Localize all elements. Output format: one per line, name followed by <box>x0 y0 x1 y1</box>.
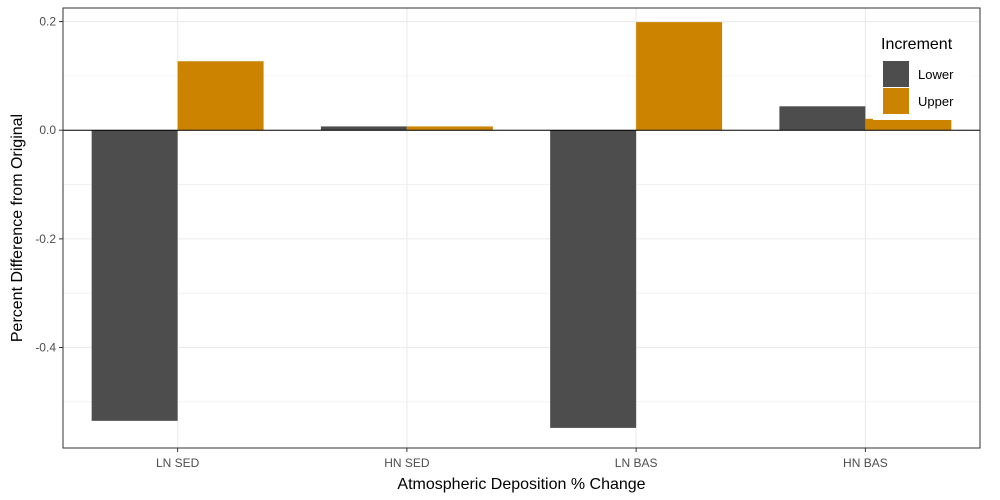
legend-key-lower <box>883 61 909 87</box>
bar-upper-hn-sed <box>406 126 493 131</box>
y-axis-ticks: 0.2 0.0 -0.2 -0.4 <box>35 15 63 355</box>
bar-upper-hn-bas <box>865 118 952 131</box>
x-tick-label: LN BAS <box>615 456 658 470</box>
bars <box>91 22 952 428</box>
y-tick-label: 0.0 <box>39 123 56 137</box>
bar-lower-ln-bas <box>550 130 637 428</box>
x-axis-ticks: LN SED HN SED LN BAS HN BAS <box>156 448 888 470</box>
y-tick-label: -0.4 <box>35 341 56 355</box>
y-tick-label: -0.2 <box>35 232 56 246</box>
legend-label-lower: Lower <box>918 67 954 82</box>
legend-key-upper <box>883 88 909 114</box>
legend: Increment Lower Upper <box>873 28 973 120</box>
bar-upper-ln-bas <box>636 22 723 131</box>
x-tick-label: HN BAS <box>843 456 888 470</box>
bar-lower-hn-sed <box>320 126 407 131</box>
bar-lower-ln-sed <box>91 130 178 421</box>
y-tick-label: 0.2 <box>39 15 56 29</box>
x-tick-label: HN SED <box>384 456 430 470</box>
y-axis-title: Percent Difference from Original <box>9 114 26 342</box>
x-tick-label: LN SED <box>156 456 200 470</box>
x-axis-title: Atmospheric Deposition % Change <box>397 476 645 493</box>
legend-title: Increment <box>881 36 953 53</box>
panel-border <box>62 7 981 449</box>
bar-lower-hn-bas <box>779 106 866 131</box>
legend-label-upper: Upper <box>918 94 954 109</box>
bar-upper-ln-sed <box>177 61 264 131</box>
